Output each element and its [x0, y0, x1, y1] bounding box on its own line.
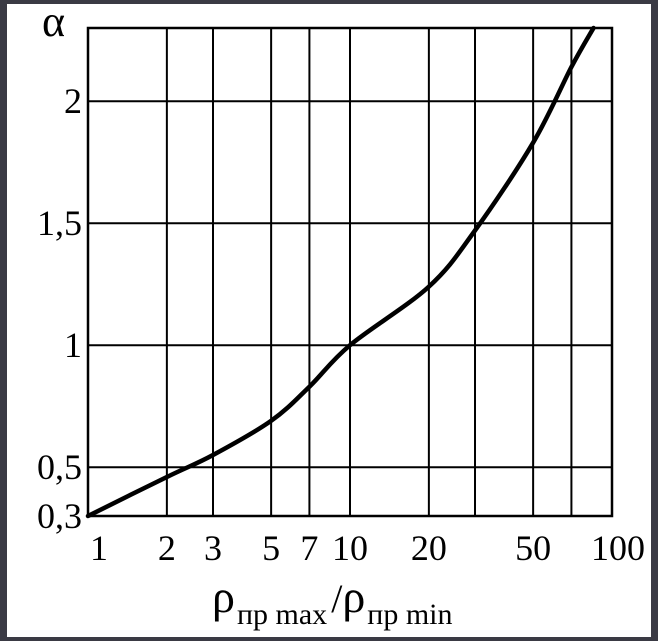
- y-tick-label: 1,5: [37, 203, 82, 243]
- x-axis-tick-labels: 1 2 3 5 7 10 20 50 100: [90, 528, 645, 568]
- data-series-line: [85, 25, 596, 519]
- y-tick-label: 0,5: [37, 447, 82, 487]
- x-tick-label: 3: [204, 528, 222, 568]
- y-tick-label: 0,3: [37, 496, 82, 536]
- x-axis-label-sub-right: пр min: [367, 598, 452, 631]
- x-tick-label: 10: [332, 528, 368, 568]
- x-axis-label: ρпр max/ρпр min: [212, 571, 453, 631]
- x-tick-label: 20: [411, 528, 447, 568]
- x-axis-label-rho-right: ρ: [342, 571, 365, 622]
- y-tick-label: 2: [64, 81, 82, 121]
- x-tick-label: 1: [90, 528, 108, 568]
- x-axis-label-rho-left: ρ: [212, 571, 235, 622]
- x-tick-label: 5: [262, 528, 280, 568]
- x-axis-label-sub-left: пр max: [237, 598, 327, 631]
- y-tick-label: 1: [64, 325, 82, 365]
- y-axis-label: α: [42, 0, 65, 46]
- x-axis-label-slash: /: [331, 576, 343, 621]
- plot-area-border: [86, 26, 614, 518]
- chart-grid: [88, 28, 612, 516]
- x-tick-label: 7: [300, 528, 318, 568]
- x-tick-label: 2: [158, 528, 176, 568]
- x-tick-label: 100: [591, 528, 645, 568]
- x-tick-label: 50: [515, 528, 551, 568]
- y-axis-tick-labels: 0,3 0,5 1 1,5 2: [37, 81, 82, 536]
